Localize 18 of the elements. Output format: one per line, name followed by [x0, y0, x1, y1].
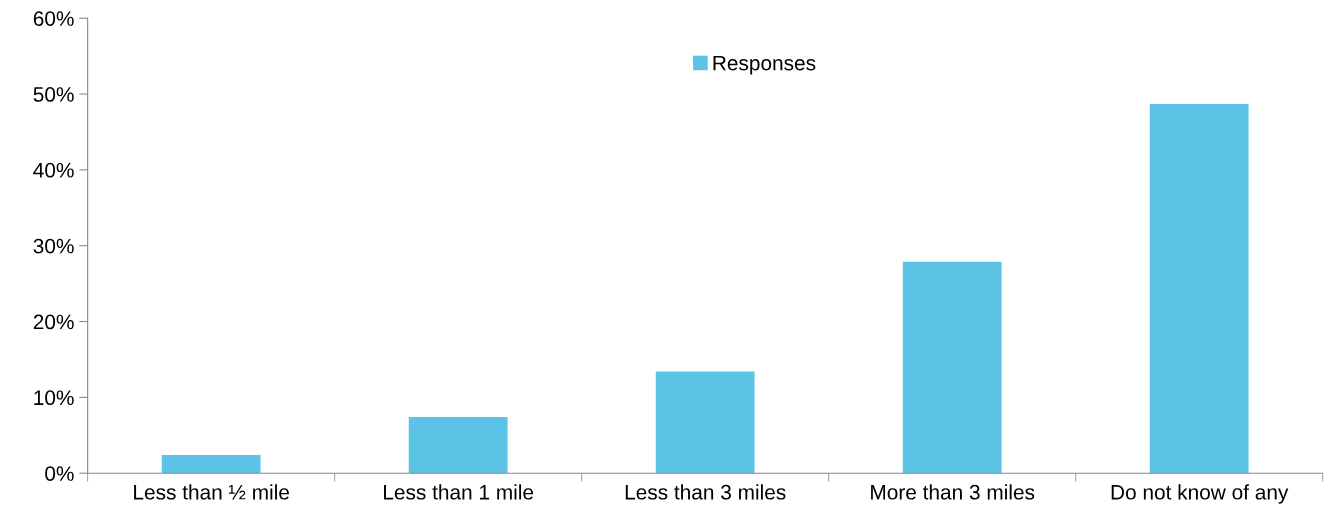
y-tick-label: 50%: [33, 87, 74, 102]
bar: [408, 417, 508, 474]
y-tick-label: 0%: [45, 466, 74, 481]
y-tick-label: 10%: [34, 390, 74, 406]
bar: [161, 455, 261, 474]
bar: [1149, 103, 1249, 474]
x-tick-label: Do not know of any: [1111, 484, 1289, 504]
bar: [902, 261, 1002, 474]
x-tick-label: More than 3 miles: [871, 484, 1035, 500]
y-tick-label: 60%: [33, 11, 74, 26]
y-tick-label: 40%: [33, 162, 74, 178]
x-tick-label: Less than 3 miles: [625, 484, 786, 500]
y-tick-label: 30%: [33, 238, 74, 254]
x-tick-label: Less than 1 mile: [384, 484, 534, 500]
bar: [655, 371, 755, 474]
legend-label: Responses: [713, 55, 816, 75]
x-tick-label: Less than ½ mile: [134, 484, 289, 500]
y-tick-label: 20%: [33, 314, 74, 330]
